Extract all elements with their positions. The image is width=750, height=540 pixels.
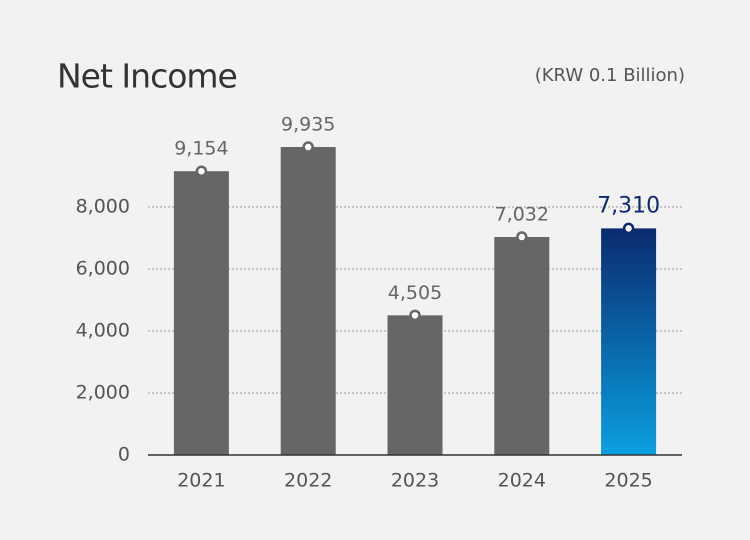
y-tick-label: 4,000 xyxy=(76,320,130,342)
x-tick-label: 2022 xyxy=(284,470,332,492)
bar xyxy=(387,315,443,455)
y-tick-label: 6,000 xyxy=(76,258,130,280)
x-tick-label: 2024 xyxy=(498,470,546,492)
y-tick-label: 0 xyxy=(118,444,130,466)
x-tick-label: 2025 xyxy=(604,470,652,492)
bar xyxy=(173,171,229,455)
x-tick-label: 2023 xyxy=(391,470,439,492)
bar xyxy=(280,147,336,455)
value-label: 9,154 xyxy=(174,138,228,160)
bar-marker xyxy=(516,231,528,243)
y-tick-label: 2,000 xyxy=(76,382,130,404)
y-tick-label: 8,000 xyxy=(76,196,130,218)
bar xyxy=(494,237,550,455)
chart-subtitle: (KRW 0.1 Billion) xyxy=(535,65,685,86)
bar-marker xyxy=(302,141,314,153)
chart-title: Net Income xyxy=(57,57,237,96)
value-label: 9,935 xyxy=(281,114,335,136)
x-tick-label: 2021 xyxy=(177,470,225,492)
bar xyxy=(601,228,657,455)
value-label: 4,505 xyxy=(388,282,442,304)
value-label: 7,310 xyxy=(597,193,660,218)
value-label: 7,032 xyxy=(495,204,549,226)
bar-marker xyxy=(195,165,208,177)
bar-marker xyxy=(622,222,635,235)
bar-marker xyxy=(409,309,421,322)
